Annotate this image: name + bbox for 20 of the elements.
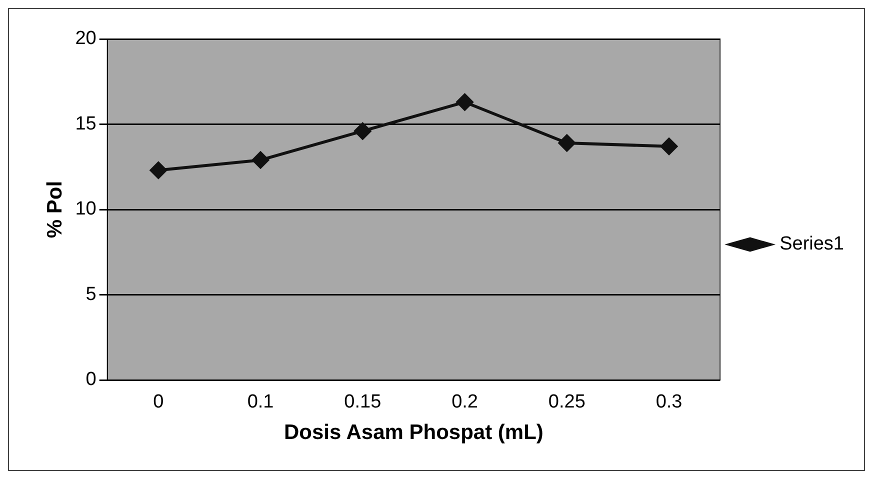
x-tick-label: 0.25 <box>548 392 586 413</box>
x-axis-title: Dosis Asam Phospat (mL) <box>284 421 544 444</box>
point <box>558 134 576 152</box>
x-tick-label: 0.15 <box>344 392 382 413</box>
x-tick-label: 0.3 <box>656 392 682 413</box>
x-tick-label: 0.1 <box>247 392 274 413</box>
point <box>660 138 678 155</box>
y-tick-label: 5 <box>86 284 96 305</box>
y-tick-label: 15 <box>75 113 96 134</box>
x-tick-label: 0 <box>153 392 164 413</box>
point <box>150 162 167 179</box>
y-axis-title: % Pol <box>43 180 66 238</box>
legend-label: Series1 <box>780 234 844 255</box>
point <box>456 94 474 111</box>
x-tick-label: 0.2 <box>452 392 478 413</box>
point <box>252 152 270 169</box>
y-tick-label: 20 <box>75 28 96 50</box>
point <box>354 122 372 140</box>
y-tick-label: 10 <box>75 198 96 220</box>
y-tick-label: 0 <box>86 369 96 390</box>
